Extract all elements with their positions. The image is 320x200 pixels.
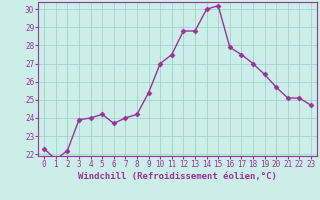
- X-axis label: Windchill (Refroidissement éolien,°C): Windchill (Refroidissement éolien,°C): [78, 172, 277, 181]
